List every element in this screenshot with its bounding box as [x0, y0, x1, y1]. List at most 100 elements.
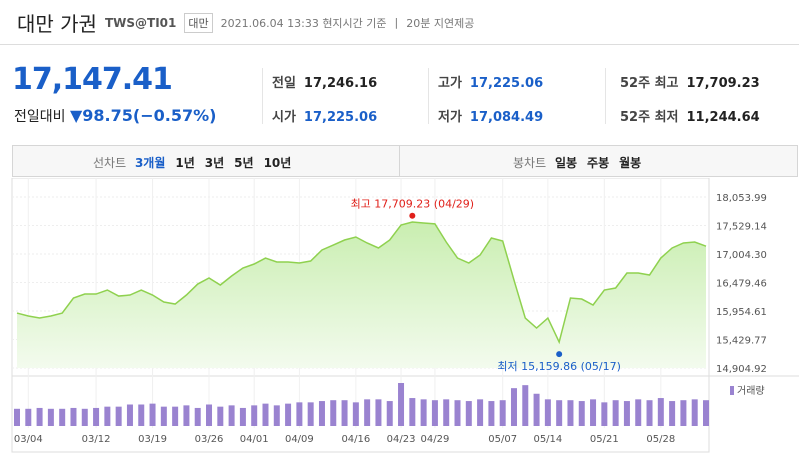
- stat-label: 52주 최고: [620, 76, 679, 91]
- plot-border: [11, 178, 710, 453]
- change: 전일대비 ▼98.75(−0.57%): [14, 106, 216, 126]
- volume-bar: [228, 405, 235, 426]
- volume-bar: [183, 405, 190, 426]
- x-tick-label: 05/21: [590, 434, 619, 445]
- volume-bar: [262, 403, 269, 426]
- tab[interactable]: 일봉: [554, 156, 578, 170]
- stat: 52주 최고 17,709.23: [620, 72, 760, 91]
- volume-bar: [635, 399, 642, 426]
- stat: 전일 17,246.16: [272, 72, 377, 91]
- tab[interactable]: 주봉: [587, 156, 610, 170]
- volume-bar: [386, 401, 393, 426]
- y-tick-label: 17,529.14: [716, 222, 767, 233]
- divider: [605, 68, 606, 124]
- tab[interactable]: 10년: [263, 156, 292, 170]
- volume-bar: [239, 407, 246, 426]
- tab[interactable]: 월봉: [619, 156, 642, 170]
- badge: 대만: [184, 12, 213, 33]
- stat-value: 17,225.06: [303, 110, 378, 125]
- x-tick-label: 05/28: [646, 434, 675, 445]
- volume-bar: [601, 402, 608, 426]
- volume-bar: [578, 401, 585, 426]
- volume-bar: [160, 406, 167, 426]
- stat-value: 17,246.16: [303, 76, 378, 91]
- change-label: 전일대비: [14, 109, 66, 125]
- volume-bar: [81, 408, 88, 426]
- x-tick-label: 03/12: [82, 434, 111, 445]
- volume-bar: [375, 399, 382, 426]
- volume-bar: [138, 404, 145, 426]
- volume-bar: [59, 408, 66, 426]
- volume-bar: [612, 400, 619, 426]
- stat: 시가 17,225.06: [272, 106, 377, 125]
- tab-label: 봉차트: [513, 156, 547, 170]
- volume-bar: [590, 399, 597, 426]
- annotation: 최고 17,709.23 (04/29): [351, 198, 475, 211]
- title: 대만 가권: [17, 12, 97, 36]
- x-tick-label: 04/23: [387, 434, 416, 445]
- volume-bar: [296, 402, 303, 426]
- x-tick-label: 04/01: [240, 434, 269, 445]
- volume-bar: [420, 399, 427, 426]
- annotation: 최저 15,159.86 (05/17): [497, 360, 621, 373]
- volume-bar: [172, 406, 179, 426]
- volume-bar: [352, 402, 359, 426]
- volume-bar: [149, 403, 156, 426]
- divider: |: [394, 16, 399, 29]
- separator: [0, 44, 799, 45]
- x-tick-label: 03/04: [14, 434, 43, 445]
- volume-bar: [409, 398, 416, 426]
- divider: [399, 146, 400, 176]
- volume-bar: [499, 400, 506, 426]
- volume-bar: [330, 400, 337, 426]
- tab[interactable]: 3개월: [134, 156, 166, 170]
- volume-bar: [510, 388, 517, 426]
- volume-bar: [251, 405, 258, 426]
- annotation-dot: [409, 212, 416, 219]
- change-value: ▼98.75(−0.57%): [69, 106, 217, 125]
- code: TWS@TI01: [104, 15, 177, 30]
- x-tick-label: 04/09: [285, 434, 314, 445]
- volume-bar: [25, 408, 32, 426]
- volume-bar: [93, 407, 100, 426]
- stat-label: 전일: [272, 76, 296, 91]
- stat: 52주 최저 11,244.64: [620, 106, 760, 125]
- stat-label: 시가: [272, 110, 296, 125]
- legend-swatch: [730, 386, 734, 395]
- price: 17,147.41: [12, 62, 173, 97]
- stat-label: 저가: [438, 110, 462, 125]
- volume-bar: [522, 385, 529, 426]
- tab-label: 선차트: [93, 156, 127, 170]
- stat-label: 고가: [438, 76, 462, 91]
- volume-bar: [703, 400, 709, 426]
- tab-bar: 선차트 3개월 1년 3년 5년 10년 봉차트 일봉 주봉 월봉: [12, 145, 798, 177]
- volume-bar: [70, 407, 77, 426]
- volume-bar: [194, 407, 201, 426]
- tab[interactable]: 3년: [204, 156, 225, 170]
- stat: 저가 17,084.49: [438, 106, 543, 125]
- stat-value: 17,225.06: [469, 76, 544, 91]
- time: 2021.06.04 13:33 현지시간 기준: [220, 16, 387, 30]
- volume-bar: [488, 401, 495, 426]
- volume-bar: [273, 405, 280, 426]
- y-tick-label: 15,429.77: [716, 335, 767, 346]
- x-tick-label: 04/29: [421, 434, 450, 445]
- volume-bar: [657, 398, 664, 426]
- volume-bar: [623, 401, 630, 426]
- volume-bar: [318, 401, 325, 426]
- x-tick-label: 05/07: [488, 434, 517, 445]
- volume-bar: [533, 393, 540, 426]
- legend-label: 거래량: [737, 385, 765, 397]
- y-tick-label: 15,954.61: [716, 307, 767, 318]
- x-tick-label: 03/19: [138, 434, 167, 445]
- tab[interactable]: 5년: [234, 156, 254, 170]
- volume-bar: [646, 400, 653, 426]
- volume-bar: [126, 404, 133, 426]
- x-tick-label: 03/26: [195, 434, 224, 445]
- volume-bar: [206, 404, 213, 426]
- tab[interactable]: 1년: [175, 156, 195, 170]
- area: [17, 222, 706, 368]
- annotation-dot: [556, 351, 563, 358]
- volume-bar: [669, 401, 676, 426]
